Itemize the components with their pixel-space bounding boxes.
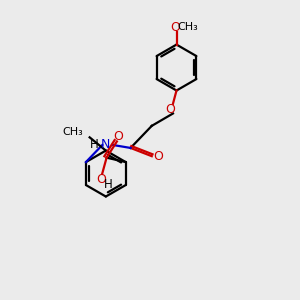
- Text: O: O: [166, 103, 176, 116]
- Text: CH₃: CH₃: [177, 22, 198, 32]
- Text: O: O: [96, 172, 106, 186]
- Text: H: H: [89, 138, 98, 151]
- Text: O: O: [113, 130, 123, 143]
- Text: O: O: [170, 21, 180, 34]
- Text: N: N: [100, 138, 110, 151]
- Text: O: O: [153, 150, 163, 163]
- Text: H: H: [104, 178, 113, 191]
- Text: CH₃: CH₃: [62, 127, 83, 137]
